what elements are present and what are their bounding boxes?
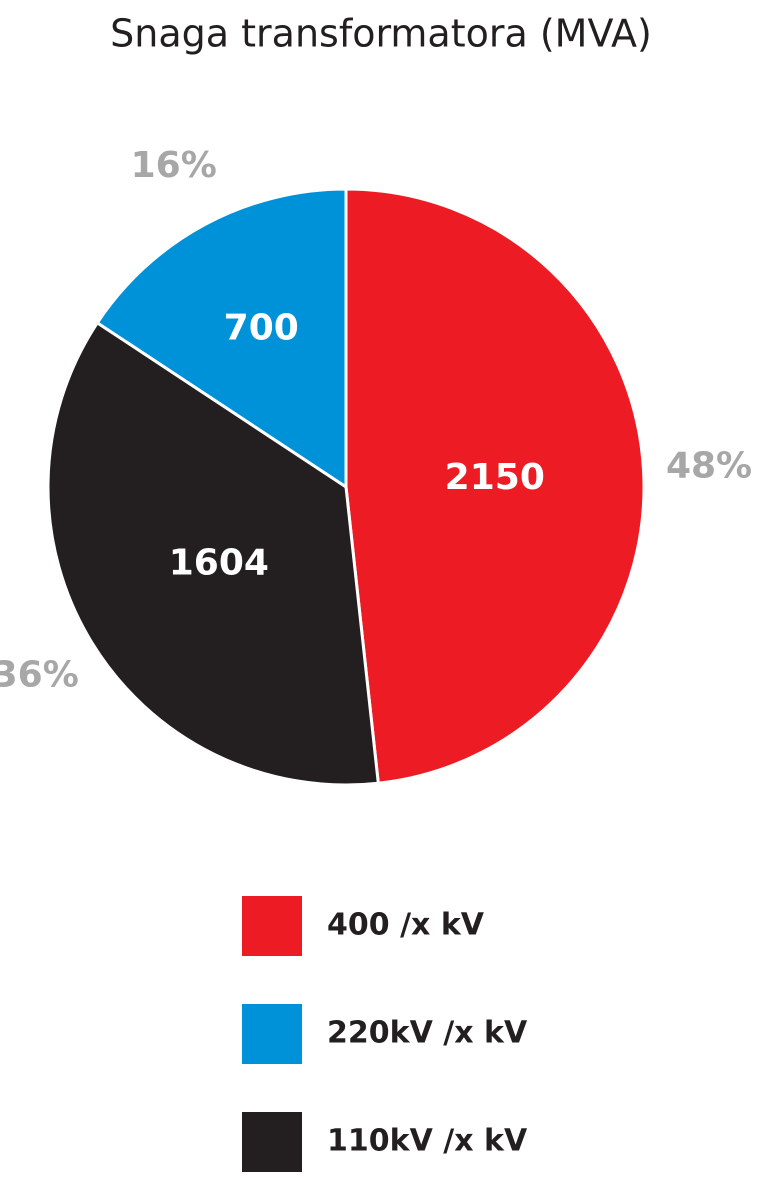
share-label: 36% xyxy=(0,654,79,695)
legend-label: 220kV /x kV xyxy=(327,1016,528,1051)
value-label: 700 xyxy=(224,308,299,349)
pie-slice xyxy=(95,187,348,490)
pie-slice xyxy=(344,187,646,785)
value-label: 1604 xyxy=(169,543,269,584)
legend-label: 400 /x kV xyxy=(327,908,485,943)
legend-swatch xyxy=(242,896,302,956)
share-label: 48% xyxy=(666,445,752,486)
pie-slice xyxy=(46,320,380,787)
value-label: 2150 xyxy=(445,457,545,498)
share-label: 16% xyxy=(131,145,217,186)
chart-title: Snaga transformatora (MVA) xyxy=(110,12,652,56)
legend-swatch xyxy=(242,1004,302,1064)
legend-swatch xyxy=(242,1112,302,1172)
legend-label: 110kV /x kV xyxy=(327,1124,528,1159)
